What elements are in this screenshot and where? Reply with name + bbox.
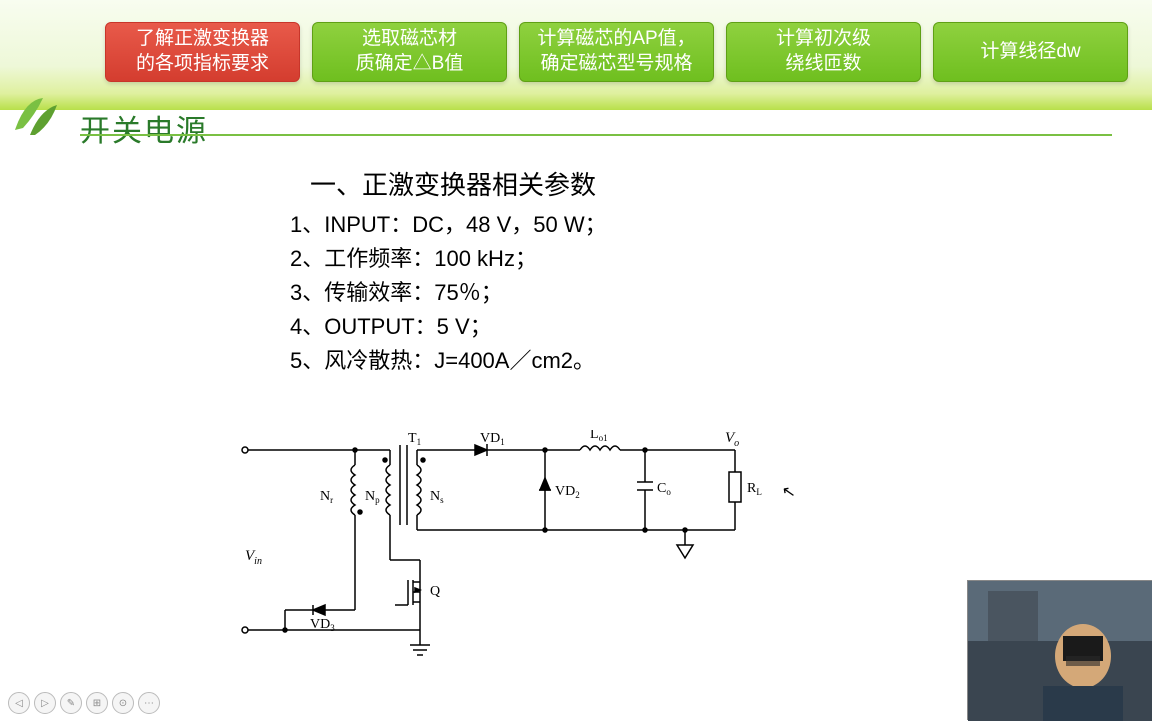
svg-text:RL: RL — [747, 481, 762, 497]
grid-button[interactable]: ⊞ — [86, 692, 108, 714]
tab-3[interactable]: 计算磁芯的AP值， 确定磁芯型号规格 — [519, 22, 714, 82]
tab-1[interactable]: 了解正激变换器 的各项指标要求 — [105, 22, 300, 82]
svg-text:VD1: VD1 — [480, 431, 505, 447]
svg-text:Vin: Vin — [245, 548, 262, 567]
svg-text:T1: T1 — [408, 431, 421, 447]
svg-text:Np: Np — [365, 489, 380, 505]
tab-5[interactable]: 计算线径dw — [933, 22, 1128, 82]
param-2: 2、工作频率：100 kHz； — [290, 242, 910, 276]
tab-2[interactable]: 选取磁芯材 质确定△B值 — [312, 22, 507, 82]
svg-text:Nr: Nr — [320, 489, 333, 505]
tab-3-label: 计算磁芯的AP值， 确定磁芯型号规格 — [537, 27, 695, 76]
pen-button[interactable]: ✎ — [60, 692, 82, 714]
svg-text:Co: Co — [657, 481, 671, 497]
svg-text:VD2: VD2 — [555, 484, 580, 500]
param-1: 1、INPUT：DC，48 V，50 W； — [290, 208, 910, 242]
zoom-button[interactable]: ⊙ — [112, 692, 134, 714]
svg-text:Ns: Ns — [430, 489, 444, 505]
slide-controls: ◁ ▷ ✎ ⊞ ⊙ ⋯ — [8, 692, 160, 714]
presenter-video — [967, 580, 1152, 720]
tab-2-label: 选取磁芯材 质确定△B值 — [356, 27, 464, 76]
parameter-list: 1、INPUT：DC，48 V，50 W； 2、工作频率：100 kHz； 3、… — [290, 208, 910, 378]
more-button[interactable]: ⋯ — [138, 692, 160, 714]
leaf-decoration — [5, 90, 65, 140]
content-area: 一、正激变换器相关参数 1、INPUT：DC，48 V，50 W； 2、工作频率… — [290, 165, 910, 378]
tab-4-label: 计算初次级 绕线匝数 — [776, 27, 871, 76]
tab-4[interactable]: 计算初次级 绕线匝数 — [726, 22, 921, 82]
svg-text:VD3: VD3 — [310, 617, 335, 633]
tab-5-label: 计算线径dw — [980, 40, 1080, 65]
param-3: 3、传输效率：75％； — [290, 276, 910, 310]
mouse-cursor-icon: ↖ — [780, 481, 797, 503]
svg-text:Vo: Vo — [725, 430, 739, 449]
svg-text:Lo1: Lo1 — [590, 430, 608, 443]
circuit-diagram: Vin Nr VD3 T1 Np Q — [225, 430, 785, 670]
tab-1-label: 了解正激变换器 的各项指标要求 — [136, 27, 269, 76]
param-5: 5、风冷散热：J=400A／cm2。 — [290, 344, 910, 378]
svg-text:Q: Q — [430, 584, 440, 599]
next-button[interactable]: ▷ — [34, 692, 56, 714]
param-4: 4、OUTPUT：5 V； — [290, 310, 910, 344]
tab-bar: 了解正激变换器 的各项指标要求 选取磁芯材 质确定△B值 计算磁芯的AP值， 确… — [105, 22, 1128, 82]
section-heading: 一、正激变换器相关参数 — [310, 165, 910, 202]
prev-button[interactable]: ◁ — [8, 692, 30, 714]
page-title: 开关电源 — [80, 106, 208, 150]
title-underline — [80, 134, 1112, 136]
